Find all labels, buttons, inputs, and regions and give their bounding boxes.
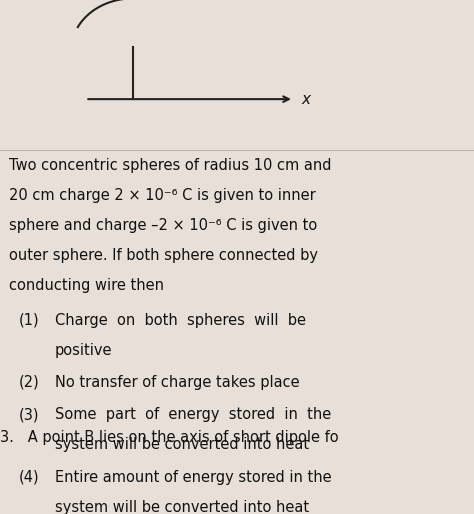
Text: (3): (3): [19, 407, 39, 422]
Text: 3.   A point B lies on the axis of short dipole fo: 3. A point B lies on the axis of short d…: [0, 430, 338, 445]
Text: Entire amount of energy stored in the: Entire amount of energy stored in the: [55, 470, 331, 485]
Text: 20 cm charge 2 × 10⁻⁶ C is given to inner: 20 cm charge 2 × 10⁻⁶ C is given to inne…: [9, 188, 316, 203]
Text: (4): (4): [19, 470, 40, 485]
Text: system will be converted into heat: system will be converted into heat: [55, 500, 309, 514]
Text: outer sphere. If both sphere connected by: outer sphere. If both sphere connected b…: [9, 248, 319, 263]
Text: Two concentric spheres of radius 10 cm and: Two concentric spheres of radius 10 cm a…: [9, 157, 332, 173]
Text: conducting wire then: conducting wire then: [9, 278, 164, 293]
Text: x: x: [301, 91, 310, 106]
Text: No transfer of charge takes place: No transfer of charge takes place: [55, 375, 299, 390]
Text: (2): (2): [19, 375, 40, 390]
Text: Charge  on  both  spheres  will  be: Charge on both spheres will be: [55, 313, 306, 327]
Text: (1): (1): [19, 313, 40, 327]
Text: sphere and charge –2 × 10⁻⁶ C is given to: sphere and charge –2 × 10⁻⁶ C is given t…: [9, 218, 318, 233]
Text: positive: positive: [55, 343, 112, 358]
Text: Some  part  of  energy  stored  in  the: Some part of energy stored in the: [55, 407, 331, 422]
Text: system will be converted into heat: system will be converted into heat: [55, 437, 309, 452]
